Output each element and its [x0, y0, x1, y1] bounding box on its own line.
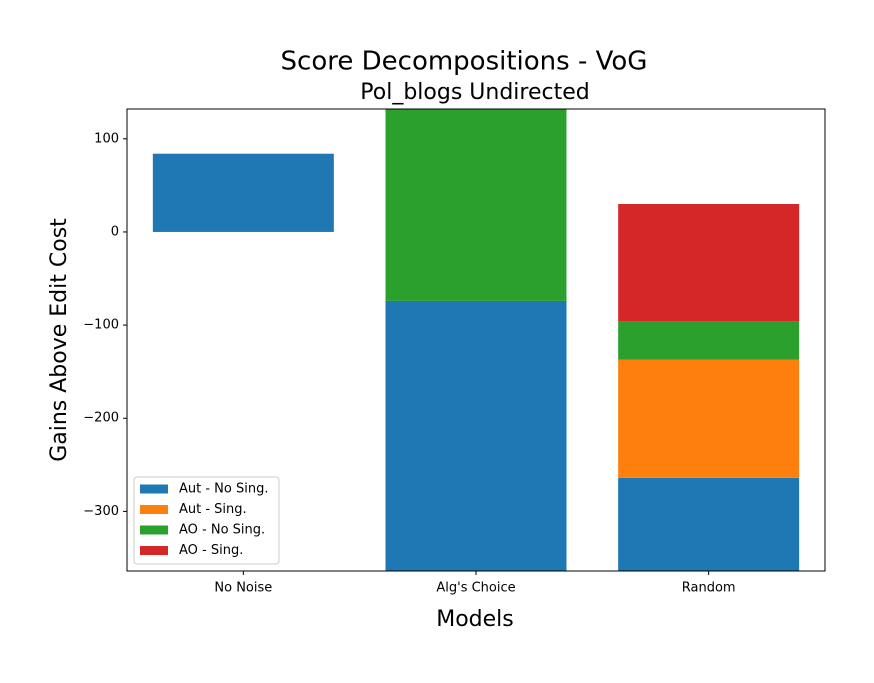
legend-label: AO - No Sing.: [179, 523, 265, 538]
legend-swatch: [140, 505, 168, 514]
x-tick-label: Alg's Choice: [436, 581, 515, 596]
y-axis-label: Gains Above Edit Cost: [47, 218, 72, 462]
x-tick-label: No Noise: [214, 581, 272, 596]
y-tick-label: −100: [83, 318, 119, 333]
x-axis-label: Models: [436, 607, 514, 632]
y-tick-label: −200: [83, 411, 119, 426]
legend-label: Aut - Sing.: [179, 502, 247, 517]
legend-swatch: [140, 525, 168, 535]
legend-label: Aut - No Sing.: [179, 482, 268, 497]
x-tick-label: Random: [682, 581, 736, 596]
bar-segment: [385, 300, 567, 571]
legend-swatch: [140, 484, 168, 494]
legend-label: AO - Sing.: [179, 543, 243, 558]
bar-segment: [618, 477, 800, 571]
chart-subtitle: Pol_blogs Undirected: [360, 80, 589, 105]
y-tick-label: 0: [111, 224, 119, 239]
bar-segment: [618, 321, 800, 360]
legend-box: [133, 476, 280, 565]
bar-segment: [618, 204, 800, 322]
y-tick-label: 100: [94, 131, 119, 146]
plot-area: [152, 109, 800, 571]
y-tick-label: −300: [83, 504, 119, 519]
bar-segment: [152, 153, 334, 232]
bar-segment: [618, 359, 800, 478]
bar-segment: [385, 109, 567, 301]
legend-swatch: [140, 546, 168, 555]
chart-title: Score Decompositions - VoG: [281, 47, 648, 77]
